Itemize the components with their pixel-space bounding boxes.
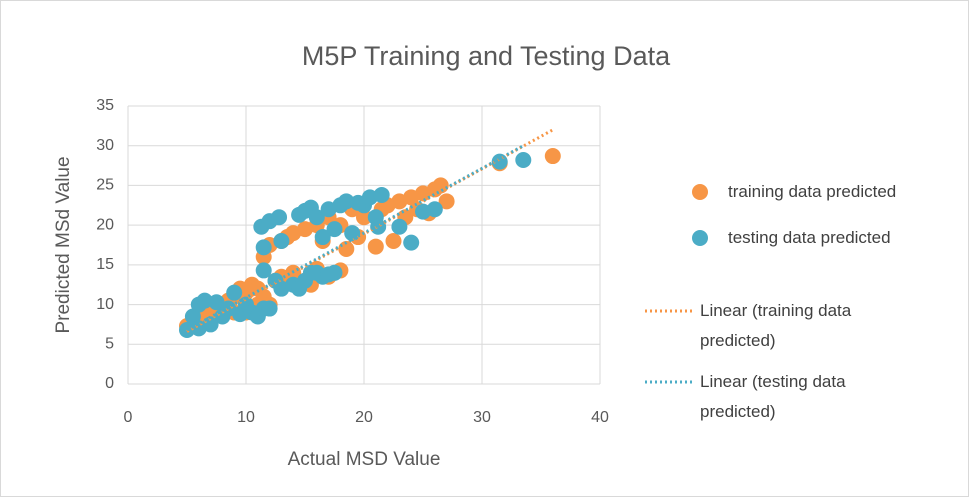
point	[344, 225, 361, 242]
y-axis-title: Predicted MSd Value	[53, 156, 74, 333]
point	[208, 294, 225, 311]
x-tick-label: 10	[237, 409, 255, 426]
y-tick-label: 15	[96, 256, 114, 273]
point	[373, 186, 390, 203]
legend-label: Linear (testing data predicted)	[700, 372, 846, 421]
point	[226, 284, 243, 301]
point	[356, 209, 372, 226]
point	[338, 240, 355, 257]
point	[261, 300, 278, 317]
point	[338, 193, 355, 210]
legend-swatch	[692, 230, 708, 246]
legend-swatch	[692, 184, 708, 200]
legend-label: Linear (training data predicted)	[700, 301, 852, 350]
y-tick-label: 0	[105, 375, 114, 392]
y-tick-label: 30	[96, 137, 114, 154]
point	[326, 264, 343, 281]
point	[196, 292, 213, 309]
point	[367, 238, 384, 255]
point	[255, 262, 272, 279]
point	[426, 201, 443, 218]
x-tick-label: 0	[124, 409, 133, 426]
point	[544, 148, 561, 165]
point	[308, 209, 325, 226]
x-axis-title: Actual MSD Value	[288, 449, 441, 470]
legend-label: testing data predicted	[728, 228, 891, 247]
chart-title: M5P Training and Testing Data	[302, 41, 671, 71]
point	[273, 233, 290, 250]
point	[391, 218, 408, 235]
point	[314, 229, 331, 246]
y-tick-label: 20	[96, 216, 114, 233]
x-tick-label: 20	[355, 409, 373, 426]
point	[515, 152, 532, 169]
point	[438, 193, 455, 210]
point	[255, 239, 272, 256]
legend-label: training data predicted	[728, 182, 897, 201]
point	[403, 234, 420, 251]
y-tick-label: 25	[96, 177, 114, 194]
y-tick-label: 10	[96, 296, 114, 313]
x-tick-label: 40	[591, 409, 609, 426]
point	[432, 177, 449, 194]
point	[326, 221, 343, 238]
point	[385, 233, 402, 250]
y-tick-label: 35	[96, 97, 114, 114]
point	[271, 209, 288, 226]
x-tick-label: 30	[473, 409, 491, 426]
point	[184, 308, 201, 325]
y-tick-label: 5	[105, 336, 114, 353]
point	[370, 218, 387, 235]
trend-line	[186, 144, 525, 332]
